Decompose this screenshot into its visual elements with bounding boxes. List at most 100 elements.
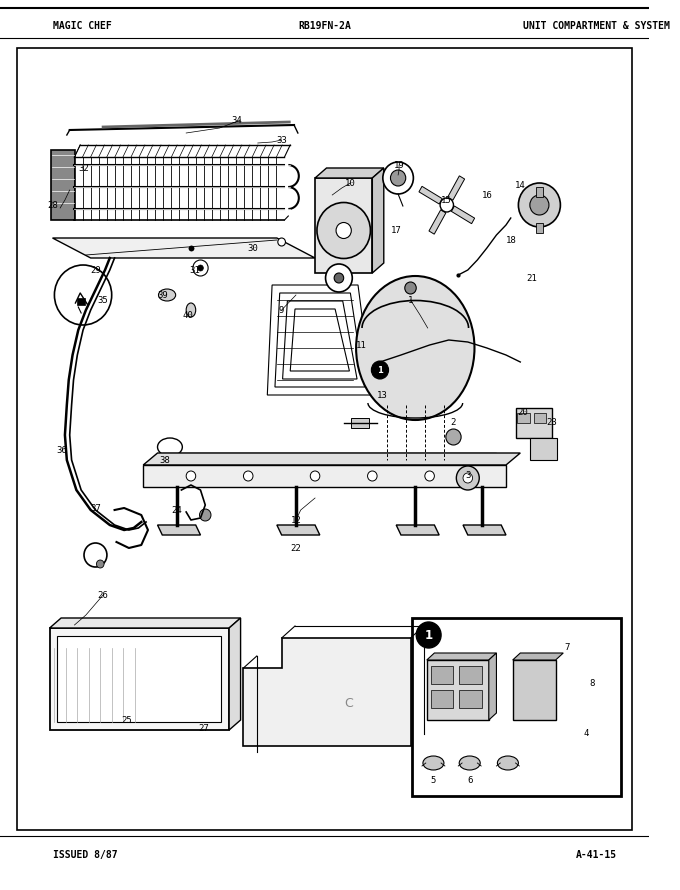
Bar [427, 660, 489, 720]
Text: 19: 19 [394, 160, 405, 169]
Text: 10: 10 [345, 179, 356, 188]
Text: 32: 32 [79, 164, 89, 173]
Text: 37: 37 [90, 504, 101, 513]
Bar [50, 628, 229, 730]
Circle shape [334, 273, 343, 283]
Text: 28: 28 [47, 200, 58, 209]
Text: 36: 36 [56, 446, 67, 455]
Circle shape [193, 260, 208, 276]
Circle shape [198, 265, 203, 271]
Text: 35: 35 [98, 295, 109, 304]
Text: 15: 15 [441, 196, 452, 205]
Text: 5: 5 [430, 776, 436, 785]
Bar [17, 48, 632, 830]
Polygon shape [50, 618, 241, 628]
Text: 40: 40 [183, 311, 193, 320]
Text: 14: 14 [515, 181, 526, 190]
Circle shape [383, 162, 413, 194]
Text: 7: 7 [564, 643, 570, 652]
Polygon shape [243, 638, 411, 746]
Bar [536, 187, 543, 197]
Text: 18: 18 [507, 236, 517, 245]
Bar [57, 636, 222, 722]
Bar [352, 418, 369, 428]
Circle shape [440, 198, 454, 212]
Bar [530, 438, 557, 460]
Text: 21: 21 [526, 273, 537, 282]
Text: MAGIC CHEF: MAGIC CHEF [52, 21, 112, 31]
Text: 22: 22 [290, 544, 301, 553]
Text: 2: 2 [451, 417, 456, 426]
Circle shape [371, 361, 388, 379]
Text: 23: 23 [547, 417, 557, 426]
Circle shape [368, 471, 377, 481]
Circle shape [317, 203, 371, 258]
Circle shape [530, 195, 549, 215]
Polygon shape [429, 210, 446, 234]
Bar [517, 413, 530, 423]
Polygon shape [143, 453, 520, 465]
Ellipse shape [497, 756, 518, 770]
Circle shape [97, 560, 104, 568]
Circle shape [326, 264, 352, 292]
Polygon shape [419, 186, 442, 204]
Text: ISSUED 8/87: ISSUED 8/87 [52, 850, 117, 860]
Text: 26: 26 [98, 590, 109, 600]
Circle shape [278, 238, 286, 246]
Polygon shape [447, 176, 464, 200]
Text: 30: 30 [248, 244, 258, 253]
Text: A-41-15: A-41-15 [576, 850, 617, 860]
Polygon shape [463, 525, 506, 535]
Text: 27: 27 [198, 724, 209, 732]
Circle shape [243, 471, 253, 481]
Text: 1: 1 [408, 295, 413, 304]
Circle shape [390, 170, 406, 186]
Ellipse shape [423, 756, 444, 770]
Text: C: C [344, 697, 353, 709]
Text: 34: 34 [231, 116, 242, 125]
Circle shape [463, 473, 473, 483]
Circle shape [199, 509, 211, 521]
Text: 16: 16 [481, 190, 492, 199]
Circle shape [310, 471, 320, 481]
Bar [50, 150, 75, 220]
Bar [513, 660, 556, 720]
Text: 29: 29 [90, 265, 101, 274]
Text: 3: 3 [465, 471, 471, 480]
Text: 24: 24 [171, 506, 182, 514]
Polygon shape [513, 653, 563, 660]
Text: 39: 39 [157, 290, 168, 300]
Polygon shape [396, 525, 439, 535]
Polygon shape [315, 168, 384, 178]
Text: 9: 9 [279, 305, 284, 314]
Polygon shape [229, 618, 241, 730]
Circle shape [54, 265, 112, 325]
Circle shape [518, 183, 560, 227]
Ellipse shape [459, 756, 480, 770]
Bar [78, 298, 85, 305]
Ellipse shape [186, 303, 196, 317]
Polygon shape [158, 525, 201, 535]
Text: 4: 4 [583, 729, 589, 738]
Text: 13: 13 [377, 391, 387, 400]
Bar [143, 465, 506, 487]
Ellipse shape [356, 276, 475, 420]
Text: UNIT COMPARTMENT & SYSTEM: UNIT COMPARTMENT & SYSTEM [523, 21, 670, 31]
Circle shape [425, 471, 435, 481]
Bar [534, 413, 546, 423]
Circle shape [186, 471, 196, 481]
Bar [163, 453, 496, 463]
Circle shape [456, 466, 479, 490]
Bar [459, 666, 482, 684]
Bar [515, 408, 551, 438]
Text: 6: 6 [467, 776, 473, 785]
Ellipse shape [158, 289, 175, 301]
Circle shape [405, 282, 416, 294]
Bar [430, 690, 454, 708]
Text: 33: 33 [276, 135, 287, 144]
Text: RB19FN-2A: RB19FN-2A [298, 21, 351, 31]
Polygon shape [489, 653, 496, 720]
Circle shape [416, 622, 441, 648]
Text: 11: 11 [356, 341, 367, 350]
Polygon shape [373, 168, 384, 273]
